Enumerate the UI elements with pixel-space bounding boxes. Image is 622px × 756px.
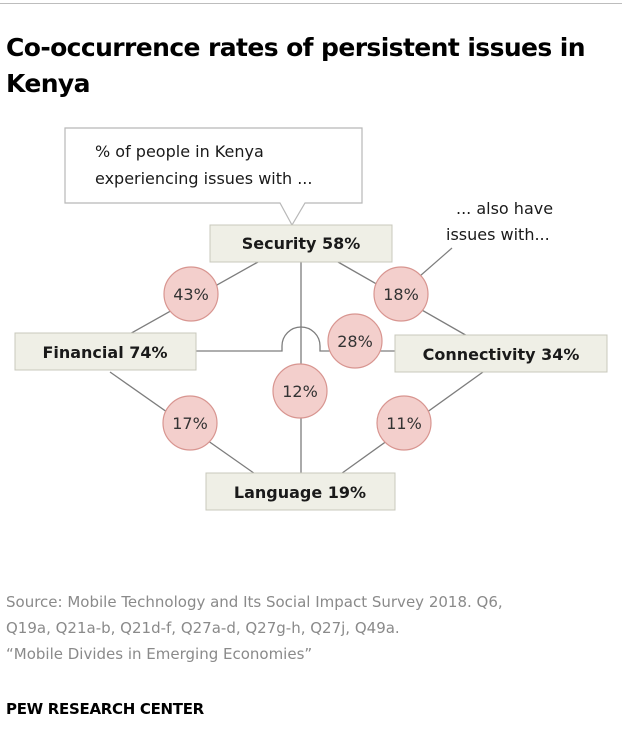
source-line-3: “Mobile Divides in Emerging Economies” xyxy=(6,645,313,663)
node-connectivity-label: Connectivity 34% xyxy=(423,345,580,364)
chart-title: Co-occurrence rates of persistent issues… xyxy=(6,33,586,98)
rate-security-language-label: 12% xyxy=(282,382,318,401)
rate-connectivity-language-label: 11% xyxy=(386,414,422,433)
rate-financial-connectivity-label: 28% xyxy=(337,332,373,351)
node-security-box xyxy=(209,224,393,263)
rate-bubble xyxy=(327,313,383,369)
node-connectivity-box xyxy=(394,334,608,373)
rate-security-connectivity: 18% xyxy=(373,266,429,322)
callout-line-2: experiencing issues with ... xyxy=(95,169,312,188)
node-language-box xyxy=(205,472,396,511)
brand-logo-text: PEW RESEARCH CENTER xyxy=(6,700,204,718)
callout-line-1: % of people in Kenya xyxy=(95,142,264,161)
side-note-line-2: issues with... xyxy=(446,225,550,244)
rate-financial-connectivity: 28% xyxy=(327,313,383,369)
rate-financial-language: 17% xyxy=(162,395,218,451)
rate-bubble xyxy=(376,395,432,451)
source-line-1: Source: Mobile Technology and Its Social… xyxy=(6,593,503,611)
rate-security-language: 12% xyxy=(272,363,328,419)
node-language-label: Language 19% xyxy=(234,483,366,502)
rate-connectivity-language: 11% xyxy=(376,395,432,451)
rate-bubble xyxy=(373,266,429,322)
node-language: Language 19% xyxy=(205,472,396,511)
side-note-line-1: ... also have xyxy=(456,199,553,218)
rate-security-financial-label: 43% xyxy=(173,285,209,304)
node-financial: Financial 74% xyxy=(14,332,197,371)
node-connectivity: Connectivity 34% xyxy=(394,334,608,373)
node-financial-box xyxy=(14,332,197,371)
rate-bubble xyxy=(163,266,219,322)
node-financial-label: Financial 74% xyxy=(42,343,167,362)
rate-bubble xyxy=(272,363,328,419)
source-note: Source: Mobile Technology and Its Social… xyxy=(6,589,618,667)
node-security: Security 58% xyxy=(209,224,393,263)
line-financial-connectivity xyxy=(196,326,395,352)
side-note-pointer xyxy=(419,247,453,277)
top-rule xyxy=(0,3,622,4)
rate-bubble xyxy=(162,395,218,451)
rate-financial-language-label: 17% xyxy=(172,414,208,433)
node-security-label: Security 58% xyxy=(242,234,361,253)
co-occurrence-diagram: % of people in Kenya experiencing issues… xyxy=(14,127,608,511)
rate-security-financial: 43% xyxy=(163,266,219,322)
source-line-2: Q19a, Q21a-b, Q21d-f, Q27a-d, Q27g-h, Q2… xyxy=(6,619,400,637)
rate-security-connectivity-label: 18% xyxy=(383,285,419,304)
callout-box xyxy=(64,127,363,227)
